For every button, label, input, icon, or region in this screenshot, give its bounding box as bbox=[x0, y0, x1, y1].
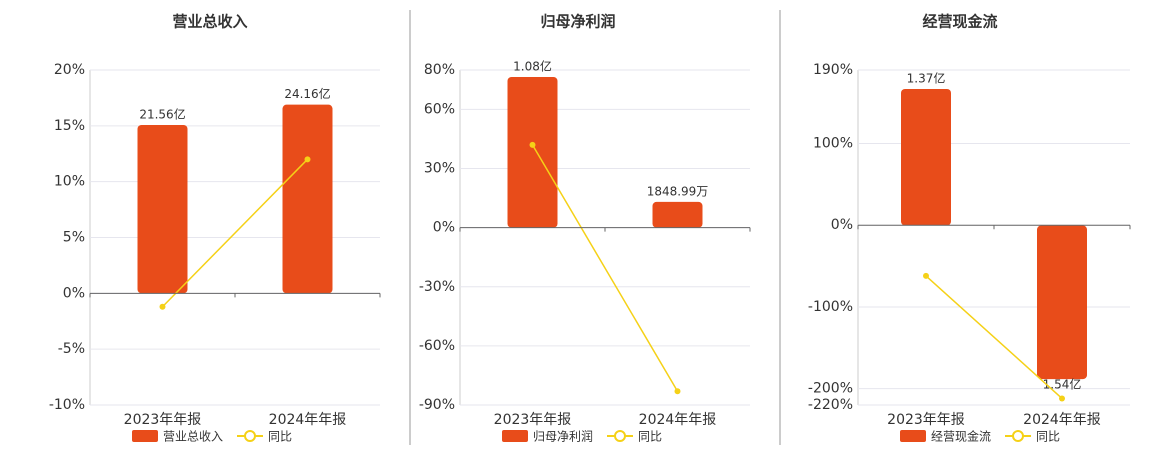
bar bbox=[137, 124, 188, 294]
x-tick-label: 2023年年报 bbox=[887, 412, 965, 428]
y-tick-label: -220% bbox=[808, 397, 853, 413]
point bbox=[159, 303, 166, 310]
y-tick-label: 10% bbox=[54, 174, 85, 190]
point bbox=[923, 272, 929, 279]
x-tick-label: 2024年年报 bbox=[639, 412, 717, 428]
y-tick-label: 0% bbox=[63, 285, 85, 301]
legend-label: 同比 bbox=[638, 430, 662, 444]
point bbox=[674, 388, 681, 395]
y-tick-label: 30% bbox=[424, 161, 455, 177]
line bbox=[925, 275, 1063, 400]
data-label: 1848.99万 bbox=[647, 184, 709, 198]
bar bbox=[507, 76, 558, 228]
y-tick-label: -200% bbox=[808, 381, 853, 397]
x-tick-label: 2024年年报 bbox=[1023, 412, 1101, 428]
bar bbox=[282, 104, 333, 294]
legend-swatch bbox=[1012, 430, 1024, 442]
y-tick-label: 60% bbox=[424, 101, 455, 117]
line bbox=[531, 144, 679, 392]
chart-title: 归母净利润 bbox=[540, 13, 615, 31]
bar bbox=[1037, 225, 1087, 380]
y-tick-label: 0% bbox=[433, 220, 455, 236]
data-label: 1.54亿 bbox=[1043, 377, 1082, 392]
legend-swatch bbox=[614, 430, 626, 442]
y-tick-label: 15% bbox=[54, 118, 85, 134]
point bbox=[304, 156, 311, 163]
bar bbox=[901, 88, 951, 226]
y-tick-label: 100% bbox=[813, 136, 853, 152]
legend-swatch bbox=[132, 430, 158, 442]
legend-label: 同比 bbox=[268, 430, 292, 444]
data-label: 1.08亿 bbox=[513, 58, 552, 73]
legend-swatch bbox=[900, 430, 926, 442]
chart-title: 营业总收入 bbox=[172, 13, 247, 31]
legend-swatch bbox=[244, 430, 256, 442]
y-tick-label: -10% bbox=[49, 397, 85, 413]
legend-label: 同比 bbox=[1036, 430, 1060, 444]
data-label: 24.16亿 bbox=[284, 86, 330, 101]
y-tick-label: -5% bbox=[58, 341, 85, 357]
x-tick-label: 2024年年报 bbox=[269, 412, 347, 428]
x-tick-label: 2023年年报 bbox=[494, 412, 572, 428]
y-tick-label: 20% bbox=[54, 62, 85, 78]
y-tick-label: 0% bbox=[831, 217, 853, 233]
y-tick-label: -90% bbox=[419, 397, 455, 413]
chart-title: 经营现金流 bbox=[922, 13, 997, 31]
y-tick-label: -100% bbox=[808, 299, 853, 315]
legend-swatch bbox=[502, 430, 528, 442]
y-tick-label: -30% bbox=[419, 279, 455, 295]
bar bbox=[652, 201, 703, 228]
y-tick-label: 5% bbox=[63, 230, 85, 246]
y-tick-label: 190% bbox=[813, 62, 853, 78]
data-label: 1.37亿 bbox=[907, 70, 946, 85]
legend-label: 营业总收入 bbox=[163, 430, 223, 444]
y-tick-label: -60% bbox=[419, 338, 455, 354]
line bbox=[161, 158, 309, 308]
point bbox=[529, 141, 536, 148]
legend-label: 经营现金流 bbox=[931, 429, 991, 444]
y-tick-label: 80% bbox=[424, 62, 455, 78]
data-label: 21.56亿 bbox=[139, 106, 185, 121]
legend-label: 归母净利润 bbox=[533, 430, 593, 444]
point bbox=[1059, 395, 1065, 402]
x-tick-label: 2023年年报 bbox=[124, 412, 202, 428]
